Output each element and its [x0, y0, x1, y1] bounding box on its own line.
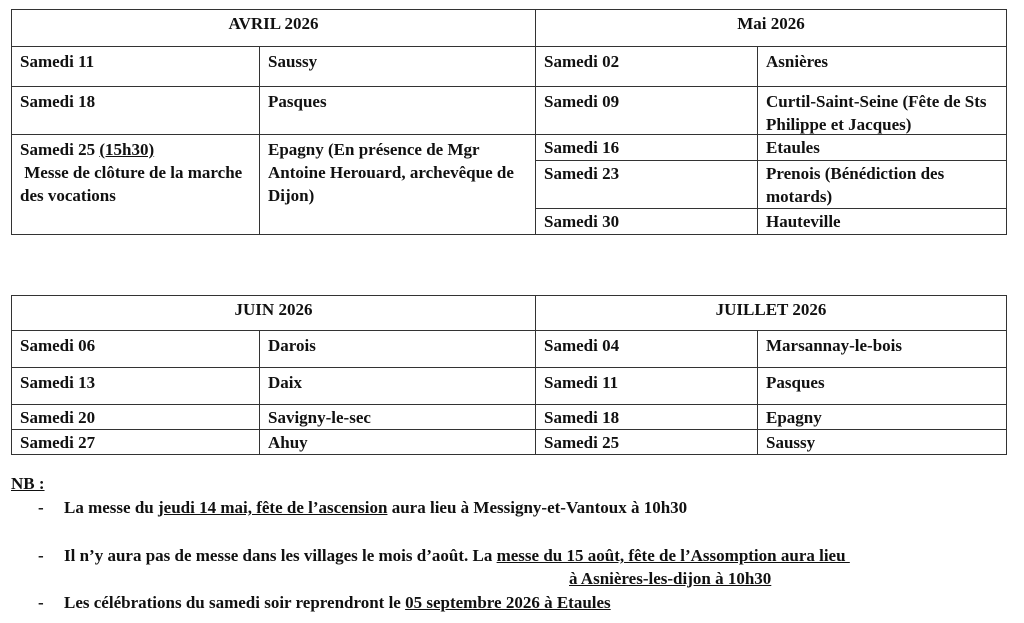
juillet-date: Samedi 04	[535, 330, 758, 368]
juillet-date: Samedi 25	[535, 429, 758, 455]
juin-date: Samedi 06	[11, 330, 260, 368]
avril-place: Pasques	[259, 86, 536, 135]
avril-place: Saussy	[259, 46, 536, 87]
bullet: -	[38, 593, 44, 612]
mai-date: Samedi 02	[535, 46, 758, 87]
underlined-text: messe du 15 août, fête de l’Assomption a…	[496, 546, 850, 565]
underlined-text: 05 septembre 2026 à Etaules	[405, 593, 611, 612]
mai-place: Etaules	[757, 134, 1007, 161]
avril-date: Samedi 11	[11, 46, 260, 87]
avril-date: Samedi 25 (15h30) Messe de clôture de la…	[11, 134, 260, 235]
bullet: -	[38, 546, 44, 565]
juin-date: Samedi 27	[11, 429, 260, 455]
mai-place: Prenois (Bénédiction des motards)	[757, 160, 1007, 209]
juin-header: JUIN 2026	[11, 295, 536, 331]
mai-date: Samedi 30	[535, 208, 758, 235]
underlined-text: à Asnières-les-dijon à 10h30	[569, 569, 772, 588]
juin-place: Darois	[259, 330, 536, 368]
juin-date: Samedi 20	[11, 404, 260, 430]
bullet: -	[38, 498, 44, 517]
note-text: Messe de clôture de la marche des vocati…	[20, 163, 247, 205]
mai-place: Hauteville	[757, 208, 1007, 235]
juillet-place: Marsannay-le-bois	[757, 330, 1007, 368]
avril-header: AVRIL 2026	[11, 9, 536, 47]
juin-date: Samedi 13	[11, 367, 260, 405]
juin-place: Daix	[259, 367, 536, 405]
mai-date: Samedi 23	[535, 160, 758, 209]
mai-place: Curtil-Saint-Seine (Fête de Sts Philippe…	[757, 86, 1007, 135]
nb-label: NB :	[11, 474, 45, 493]
text: aura lieu à Messigny-et-Vantoux à 10h30	[387, 498, 688, 517]
juin-place: Ahuy	[259, 429, 536, 455]
mai-header: Mai 2026	[535, 9, 1007, 47]
nb-item: Les célébrations du samedi soir reprendr…	[64, 592, 611, 614]
text: Les célébrations du samedi soir reprendr…	[64, 593, 406, 612]
nb-item: Il n’y aura pas de messe dans les villag…	[64, 545, 850, 567]
underlined-text: jeudi 14 mai, fête de l’ascension	[157, 498, 388, 517]
juillet-date: Samedi 11	[535, 367, 758, 405]
mai-date: Samedi 16	[535, 134, 758, 161]
juillet-place: Saussy	[757, 429, 1007, 455]
time-text: (15h30)	[99, 140, 155, 159]
mai-date: Samedi 09	[535, 86, 758, 135]
avril-date: Samedi 18	[11, 86, 260, 135]
juillet-place: Epagny	[757, 404, 1007, 430]
juillet-place: Pasques	[757, 367, 1007, 405]
juillet-header: JUILLET 2026	[535, 295, 1007, 331]
text: La messe du	[64, 498, 158, 517]
avril-place: Epagny (En présence de Mgr Antoine Herou…	[259, 134, 536, 235]
text: Il n’y aura pas de messe dans les villag…	[64, 546, 497, 565]
juin-place: Savigny-le-sec	[259, 404, 536, 430]
mai-place: Asnières	[757, 46, 1007, 87]
date-text: Samedi 25	[20, 140, 100, 159]
juillet-date: Samedi 18	[535, 404, 758, 430]
nb-item: La messe du jeudi 14 mai, fête de l’asce…	[64, 497, 687, 519]
